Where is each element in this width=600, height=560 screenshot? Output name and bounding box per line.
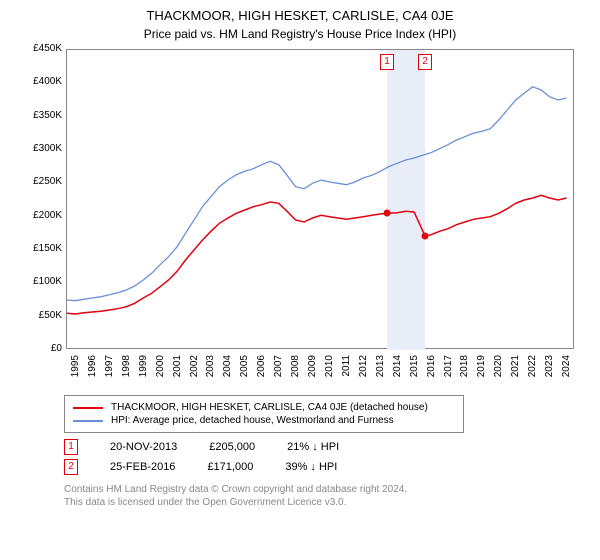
x-axis-label: 2012 [358,355,369,385]
chart-dot-1 [384,210,391,217]
y-axis-label: £350K [18,110,62,121]
chart-subtitle: Price paid vs. HM Land Registry's House … [16,27,584,41]
series-line [67,87,567,301]
legend-item-property: THACKMOOR, HIGH HESKET, CARLISLE, CA4 0J… [73,402,455,413]
footer-line-2: This data is licensed under the Open Gov… [64,496,584,509]
sale-delta-1: 21% ↓ HPI [287,441,339,453]
y-axis-label: £50K [18,310,62,321]
x-axis-label: 2010 [324,355,335,385]
y-axis-label: £450K [18,43,62,54]
x-axis-label: 2001 [172,355,183,385]
y-axis-label: £200K [18,210,62,221]
x-axis-label: 2019 [476,355,487,385]
legend: THACKMOOR, HIGH HESKET, CARLISLE, CA4 0J… [64,395,464,433]
x-axis-label: 1996 [87,355,98,385]
chart-marker-1: 1 [380,54,394,70]
x-axis-label: 2015 [409,355,420,385]
legend-label-1: THACKMOOR, HIGH HESKET, CARLISLE, CA4 0J… [111,402,428,413]
y-axis-label: £100K [18,276,62,287]
x-axis-label: 2003 [205,355,216,385]
line-series [67,50,575,350]
x-axis-label: 2007 [273,355,284,385]
x-axis-label: 2017 [443,355,454,385]
chart-area: 12 £0£50K£100K£150K£200K£250K£300K£350K£… [18,49,578,389]
x-axis-label: 2011 [341,355,352,385]
y-axis-label: £250K [18,176,62,187]
series-line [67,195,567,314]
x-axis-label: 2008 [290,355,301,385]
y-axis-label: £150K [18,243,62,254]
y-axis-label: £400K [18,76,62,87]
chart-marker-2: 2 [418,54,432,70]
sale-delta-2: 39% ↓ HPI [285,461,337,473]
y-axis-label: £0 [18,343,62,354]
chart-dot-2 [422,233,429,240]
x-axis-label: 2018 [459,355,470,385]
x-axis-label: 2021 [510,355,521,385]
x-axis-label: 1998 [121,355,132,385]
legend-swatch-2 [73,420,103,422]
x-axis-label: 2016 [426,355,437,385]
chart-title: THACKMOOR, HIGH HESKET, CARLISLE, CA4 0J… [16,8,584,23]
legend-label-2: HPI: Average price, detached house, West… [111,415,394,426]
x-axis-label: 2005 [239,355,250,385]
footer-attribution: Contains HM Land Registry data © Crown c… [64,483,584,509]
x-axis-label: 2009 [307,355,318,385]
x-axis-label: 2024 [561,355,572,385]
x-axis-label: 2004 [222,355,233,385]
x-axis-label: 1997 [104,355,115,385]
sale-row-1: 1 20-NOV-2013 £205,000 21% ↓ HPI [64,439,584,455]
sale-price-1: £205,000 [209,441,255,453]
legend-swatch-1 [73,407,103,409]
x-axis-label: 2023 [544,355,555,385]
sale-date-2: 25-FEB-2016 [110,461,175,473]
x-axis-label: 1999 [138,355,149,385]
x-axis-label: 2002 [189,355,200,385]
x-axis-label: 2000 [155,355,166,385]
sale-date-1: 20-NOV-2013 [110,441,177,453]
x-axis-label: 2014 [392,355,403,385]
x-axis-label: 2006 [256,355,267,385]
sale-marker-2: 2 [64,459,78,475]
plot-region: 12 [66,49,574,349]
sale-marker-1: 1 [64,439,78,455]
sale-row-2: 2 25-FEB-2016 £171,000 39% ↓ HPI [64,459,584,475]
x-axis-label: 2020 [493,355,504,385]
x-axis-label: 2022 [527,355,538,385]
legend-item-hpi: HPI: Average price, detached house, West… [73,415,455,426]
y-axis-label: £300K [18,143,62,154]
x-axis-label: 1995 [70,355,81,385]
footer-line-1: Contains HM Land Registry data © Crown c… [64,483,584,496]
x-axis-label: 2013 [375,355,386,385]
chart-container: THACKMOOR, HIGH HESKET, CARLISLE, CA4 0J… [0,0,600,517]
sale-price-2: £171,000 [207,461,253,473]
